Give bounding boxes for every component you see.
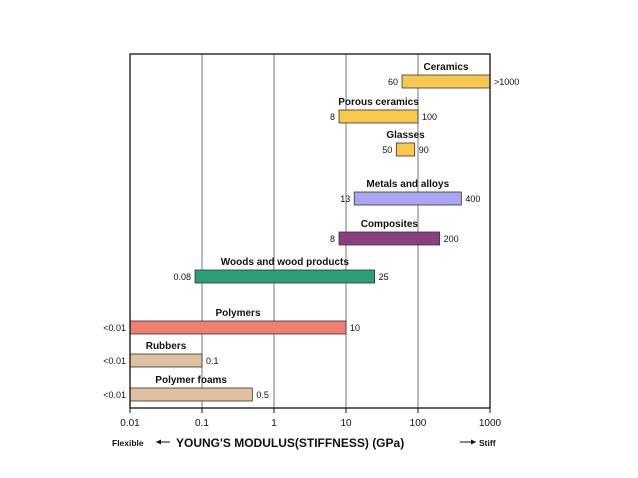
category-label: Woods and wood products (221, 257, 350, 268)
min-value-label: <0.01 (103, 323, 126, 333)
tick-label: 0.01 (120, 418, 140, 429)
category-label: Metals and alloys (366, 179, 449, 190)
min-value-label: 0.08 (173, 272, 191, 282)
min-value-label: 8 (330, 234, 335, 244)
bar-group-5: Woods and wood products 0.08 25 (173, 257, 389, 284)
min-value-label: <0.01 (103, 356, 126, 366)
category-label: Rubbers (146, 341, 187, 352)
tick-label: 1 (271, 418, 277, 429)
max-value-label: 400 (465, 194, 480, 204)
tick-label: 100 (410, 418, 427, 429)
min-value-label: <0.01 (103, 390, 126, 400)
bar-group-3: Metals and alloys 13 400 (340, 179, 480, 206)
bar (194, 269, 376, 284)
plot-frame (129, 53, 491, 409)
category-label: Ceramics (423, 62, 468, 73)
flexible-arrow-icon (156, 439, 161, 445)
tick-label: 1000 (479, 418, 502, 429)
x-axis-right-label: Stiff (479, 438, 496, 448)
category-label: Porous ceramics (338, 97, 419, 108)
min-value-label: 60 (388, 77, 398, 87)
bar (129, 353, 203, 368)
max-value-label: 10 (350, 323, 360, 333)
category-label: Polymers (215, 308, 260, 319)
plot-background (130, 54, 490, 408)
tick-label: 10 (340, 418, 352, 429)
min-value-label: 13 (340, 194, 350, 204)
max-value-label: 0.1 (206, 356, 219, 366)
max-value-label: 100 (422, 112, 437, 122)
category-label: Polymer foams (155, 375, 227, 386)
bar (401, 74, 491, 89)
category-label: Glasses (386, 130, 425, 141)
x-axis-left-label: Flexible (112, 438, 144, 448)
stiff-arrow-icon (471, 439, 476, 445)
category-label: Composites (361, 219, 419, 230)
bar (129, 387, 253, 402)
min-value-label: 8 (330, 112, 335, 122)
max-value-label: 25 (379, 272, 389, 282)
bar-group-6: Polymers <0.01 10 (103, 308, 360, 335)
bar-group-4: Composites 8 200 (330, 219, 459, 246)
max-value-label: 90 (419, 145, 429, 155)
bar (338, 231, 441, 246)
bar (353, 191, 462, 206)
max-value-label: 200 (444, 234, 459, 244)
bar-group-0: Ceramics 60 >1000 (388, 62, 519, 89)
x-axis-ticks: 0.01 0.1 1 10 100 1000 (120, 408, 502, 429)
bar (129, 320, 347, 335)
max-value-label: >1000 (494, 77, 519, 87)
tick-label: 0.1 (195, 418, 209, 429)
bar-group-2: Glasses 50 90 (382, 130, 429, 157)
bar (338, 109, 419, 124)
bar-group-7: Rubbers <0.01 0.1 (103, 341, 219, 368)
x-axis-title: YOUNG'S MODULUS(STIFFNESS) (GPa) (176, 436, 404, 450)
min-value-label: 50 (382, 145, 392, 155)
max-value-label: 0.5 (256, 390, 269, 400)
bar (395, 142, 416, 157)
